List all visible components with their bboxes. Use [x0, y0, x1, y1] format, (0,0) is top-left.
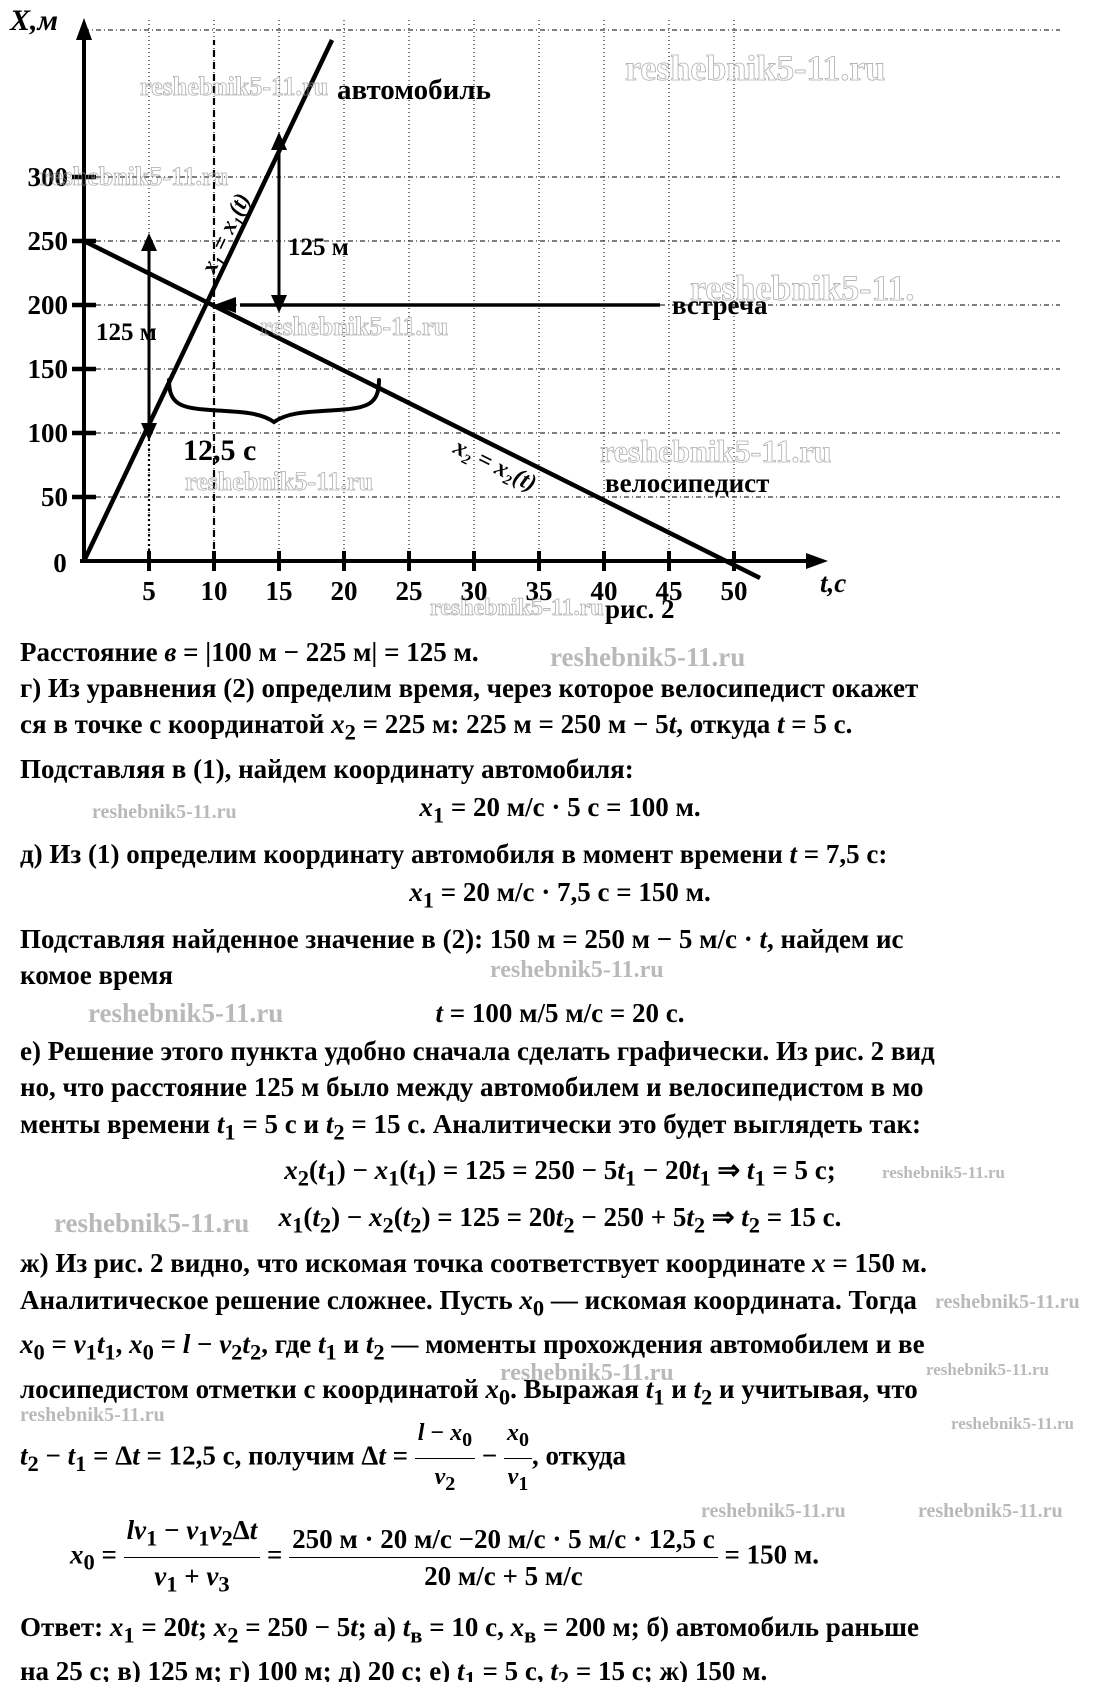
svg-text:reshebnik5-11.ru: reshebnik5-11.ru	[140, 72, 328, 101]
svg-text:reshebnik5-11.ru: reshebnik5-11.ru	[600, 433, 831, 469]
svg-text:reshebnik5-11.ru: reshebnik5-11.ru	[625, 48, 885, 88]
svg-text:reshebnik5-11.ru: reshebnik5-11.ru	[430, 595, 604, 621]
svg-text:20: 20	[331, 576, 358, 606]
svg-text:reshebnik5-11.: reshebnik5-11.	[690, 268, 914, 308]
svg-text:автомобиль: автомобиль	[337, 74, 491, 106]
svg-text:100: 100	[28, 418, 69, 448]
svg-text:рис. 2: рис. 2	[605, 594, 675, 624]
svg-text:X,м: X,м	[9, 4, 58, 37]
svg-text:125 м: 125 м	[96, 319, 157, 346]
svg-text:5: 5	[142, 576, 156, 606]
svg-text:0: 0	[53, 548, 67, 578]
svg-text:150: 150	[28, 354, 69, 384]
svg-text:50: 50	[721, 576, 748, 606]
svg-text:reshebnik5-11.ru: reshebnik5-11.ru	[260, 312, 448, 341]
svg-text:reshebnik5-11.ru: reshebnik5-11.ru	[40, 162, 228, 191]
svg-text:10: 10	[201, 576, 228, 606]
svg-text:200: 200	[28, 290, 69, 320]
svg-text:reshebnik5-11.ru: reshebnik5-11.ru	[185, 467, 373, 496]
svg-text:25: 25	[396, 576, 423, 606]
svg-text:250: 250	[28, 226, 69, 256]
svg-text:велосипедист: велосипедист	[605, 468, 769, 498]
svg-text:125 м: 125 м	[288, 234, 349, 261]
svg-text:12,5 с: 12,5 с	[183, 434, 256, 467]
svg-text:15: 15	[266, 576, 293, 606]
svg-text:50: 50	[41, 482, 68, 512]
svg-text:t,c: t,c	[820, 568, 846, 598]
